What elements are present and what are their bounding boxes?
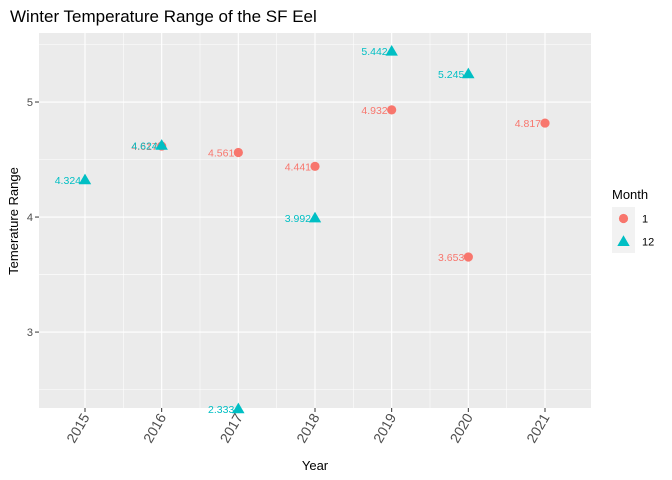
x-tick-label: 2015 (63, 410, 93, 445)
data-point-circle (463, 252, 473, 262)
data-point-triangle (155, 139, 168, 150)
x-axis-title: Year (302, 458, 329, 473)
x-tick-label: 2019 (370, 410, 400, 445)
x-tick-label: 2018 (293, 410, 323, 445)
data-point-triangle (462, 67, 475, 79)
data-label: 4.624 (131, 140, 157, 152)
data-label: 3.653 (438, 252, 464, 264)
x-tick-label: 2021 (523, 410, 553, 445)
data-label: 5.245 (438, 69, 464, 81)
data-label: 3.992 (285, 213, 311, 225)
y-tick-label: 3 (27, 327, 33, 339)
legend-entry-label: 1 (642, 214, 648, 226)
data-label: 4.441 (285, 161, 311, 173)
data-point-triangle (308, 211, 322, 223)
data-labels: 4.617 4.561 4.441 4.932 3.653 4.817 4.324 4.624… (55, 46, 541, 416)
data-label: 5.442 (361, 46, 387, 58)
x-tick-label: 2020 (446, 410, 476, 445)
data-point-triangle (232, 402, 245, 414)
data-point-circle (387, 105, 397, 115)
legend-key-triangle (617, 235, 630, 246)
legend: Month 1 12 (612, 187, 654, 253)
data-label: 4.817 (515, 118, 541, 130)
y-tick-label: 4 (27, 212, 33, 224)
data-point-circle (310, 161, 320, 171)
x-tick-label: 2016 (140, 410, 170, 445)
data-point-circle (540, 118, 550, 128)
legend-entry-label: 12 (642, 237, 654, 249)
data-label: 4.617 (131, 141, 157, 153)
y-tick-label: 5 (27, 97, 33, 109)
data-label: 2.333 (208, 404, 234, 416)
legend-key-circle (618, 213, 629, 224)
data-label: 4.932 (361, 105, 387, 117)
data-point-circle (233, 147, 243, 158)
legend-title: Month (612, 187, 648, 202)
data-point-triangle (385, 44, 398, 56)
data-point-triangle (78, 173, 92, 185)
data-label: 4.561 (208, 148, 234, 160)
chart-title: Winter Temperature Range of the SF Eel (10, 7, 317, 26)
y-axis-title: Temerature Range (6, 167, 21, 275)
data-label: 4.324 (55, 175, 81, 187)
data-points (78, 44, 550, 414)
